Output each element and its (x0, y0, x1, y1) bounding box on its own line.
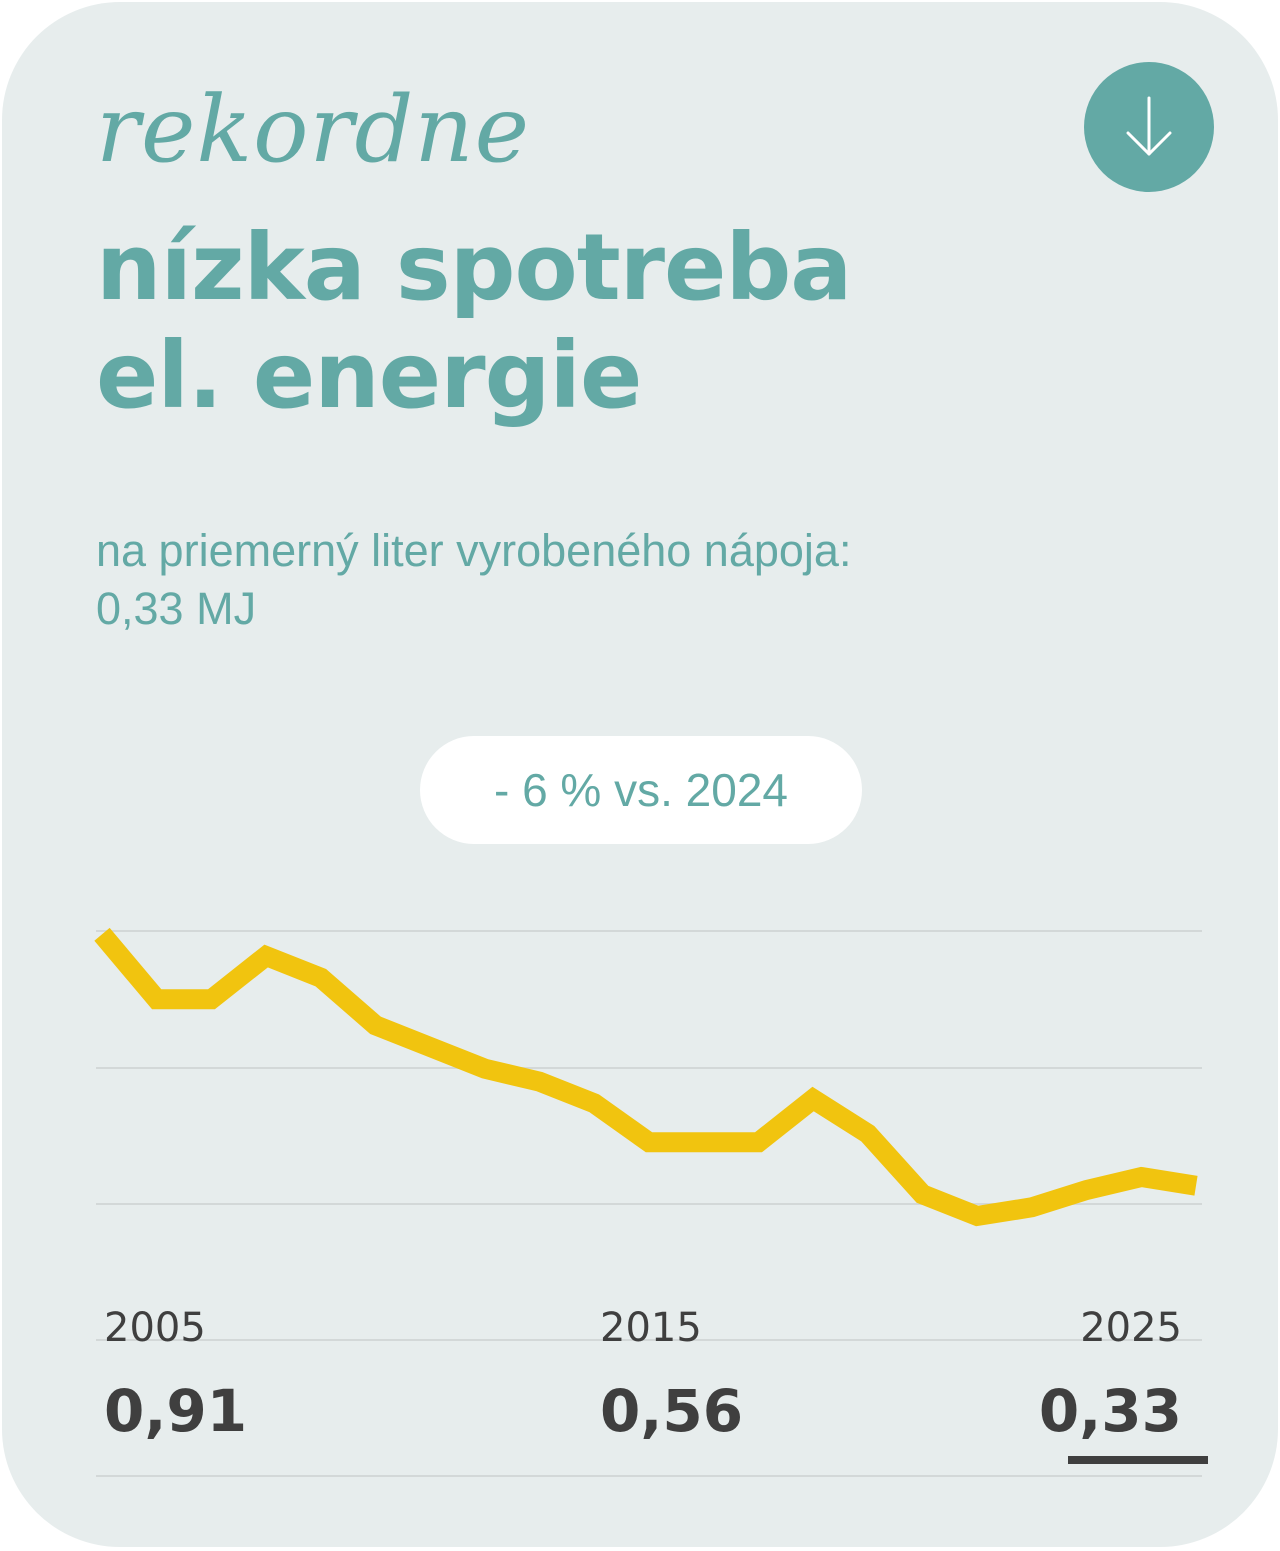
arrow-down-icon (1126, 96, 1172, 156)
stat-value: 0,56 (600, 1377, 744, 1445)
stat-2015: 2015 0,56 (600, 1308, 743, 1440)
stat-year: 2015 (600, 1305, 702, 1351)
subtitle: na priemerný liter vyrobeného nápoja: 0,… (96, 522, 1196, 638)
subtitle-line-1: na priemerný liter vyrobeného nápoja: (96, 525, 852, 576)
download-button[interactable] (1084, 62, 1214, 192)
change-badge: - 6 % vs. 2024 (420, 736, 862, 844)
current-value-underline (1068, 1456, 1208, 1464)
eyebrow-text: rekordne (96, 76, 531, 183)
stat-2005: 2005 0,91 (104, 1308, 247, 1440)
page-title: nízka spotreba el. energie (96, 214, 1076, 430)
stat-value: 0,33 (1038, 1377, 1182, 1445)
subtitle-line-2: 0,33 MJ (96, 583, 257, 634)
stat-year: 2005 (104, 1305, 206, 1351)
stat-value: 0,91 (104, 1377, 248, 1445)
stat-2025: 2025 0,33 (1039, 1308, 1182, 1440)
title-line-1: nízka spotreba (96, 214, 852, 321)
series-line (94, 927, 1198, 1227)
title-line-2: el. energie (96, 322, 642, 429)
stat-year: 2025 (1080, 1305, 1182, 1351)
